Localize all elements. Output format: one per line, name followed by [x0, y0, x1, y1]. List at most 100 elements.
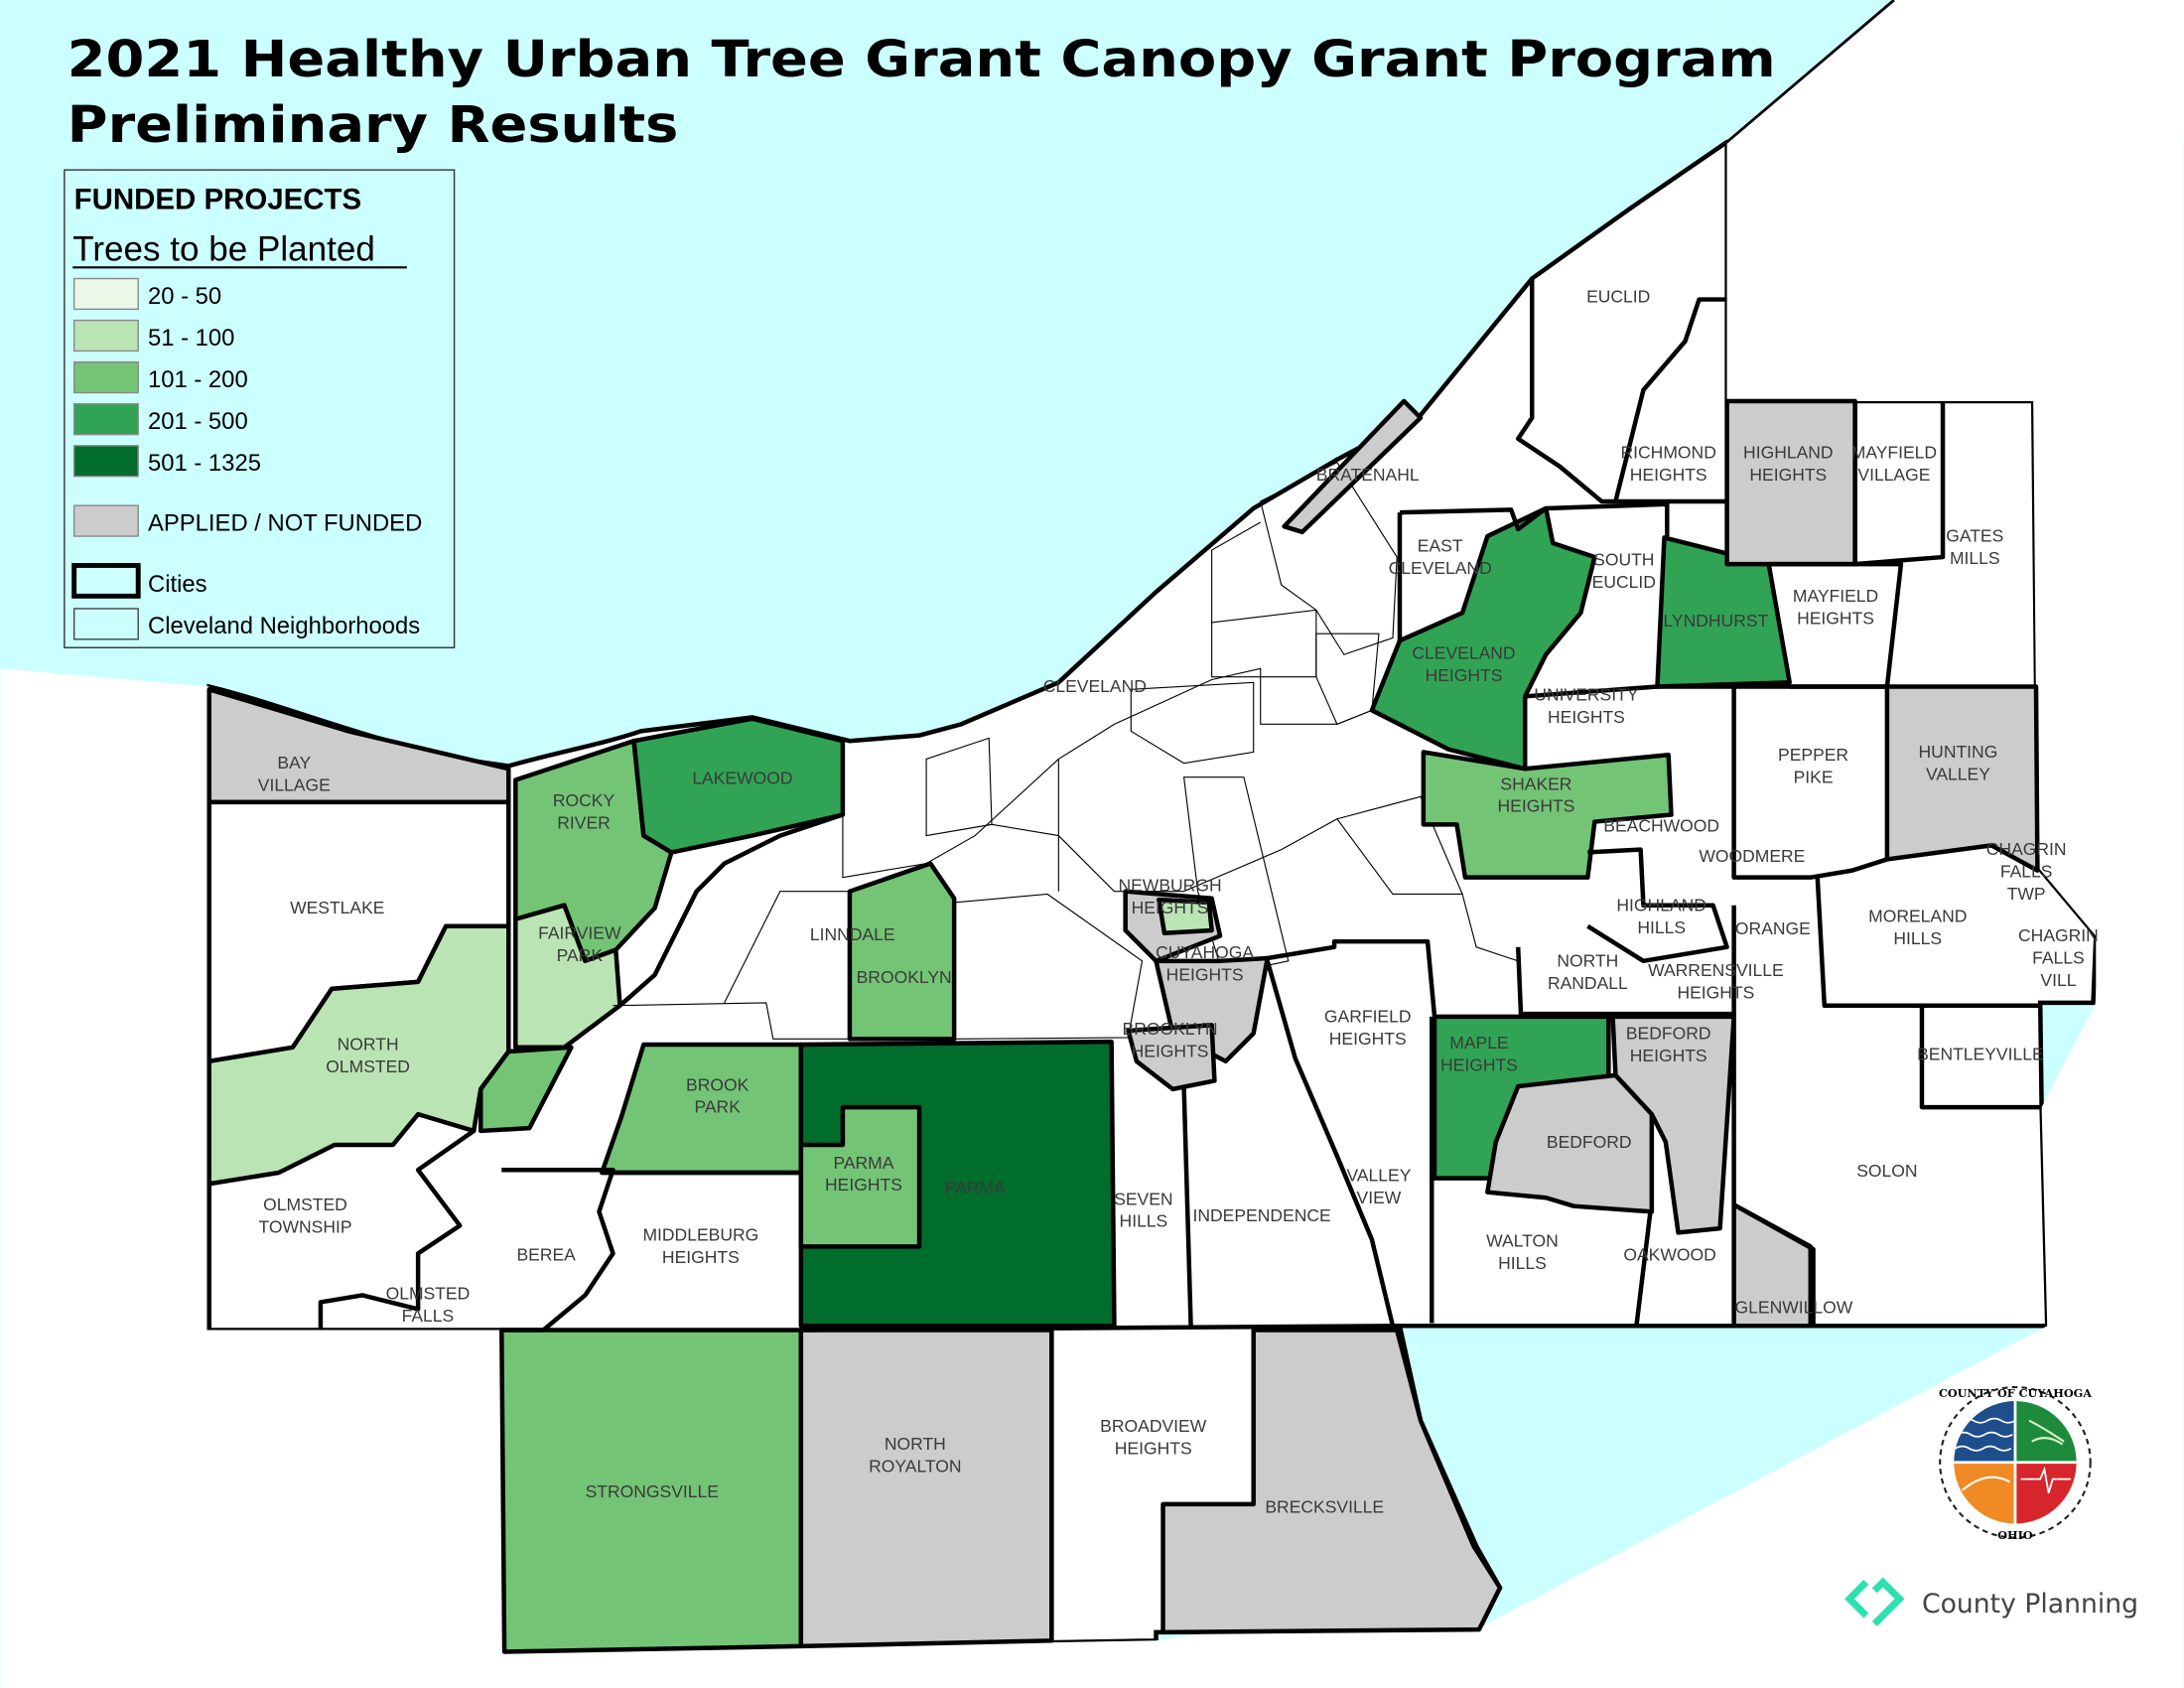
legend-label: Cities — [148, 571, 207, 598]
place-label: VALLEY VIEW — [1346, 1165, 1411, 1206]
place-label: MAYFIELD HEIGHTS — [1793, 586, 1878, 628]
place-label: BRECKSVILLE — [1265, 1496, 1384, 1516]
map-title-line1: 2021 Healthy Urban Tree Grant Canopy Gra… — [68, 30, 1776, 88]
area-parma-heights[interactable] — [798, 1104, 922, 1249]
area-brecksville[interactable] — [1160, 1328, 1503, 1635]
place-label: UNIVERSITY HEIGHTS — [1534, 685, 1638, 727]
place-labels: EUCLID RICHMOND HEIGHTS HIGHLAND HEIGHTS M… — [258, 286, 2099, 1516]
place-label: ROCKY RIVER — [553, 790, 615, 832]
place-label: BRATENAHL — [1316, 465, 1420, 485]
place-label: HIGHLAND HILLS — [1616, 895, 1706, 936]
county-planning-text: County Planning — [1922, 1589, 2138, 1619]
legend-label: 51 - 100 — [148, 325, 234, 352]
area-cleveland-heights[interactable] — [1369, 505, 1597, 772]
legend-swatch-101-200 — [72, 360, 139, 394]
place-label: GATES MILLS — [1946, 526, 2003, 568]
legend-label: 20 - 50 — [148, 283, 221, 310]
legend-label: 201 - 500 — [148, 408, 248, 435]
legend-label: 501 - 1325 — [148, 450, 261, 477]
area-fairview-park[interactable] — [513, 903, 622, 1051]
area-cle-nbhd-51-100-c[interactable] — [1130, 681, 1255, 765]
legend-swatch-501-1325 — [72, 445, 139, 478]
place-label: BEACHWOOD — [1603, 815, 1719, 835]
place-label: BROOKLYN — [857, 967, 952, 987]
place-label: BENTLEYVILLE — [1917, 1044, 2044, 1063]
seal-text-bottom: OHIO — [1997, 1528, 2033, 1542]
place-label: FAIRVIEW PARK — [538, 922, 621, 964]
place-label: BAY VILLAGE — [258, 753, 331, 794]
place-label: HUNTING VALLEY — [1919, 742, 1998, 783]
place-label: GLENWILLOW — [1735, 1298, 1853, 1318]
place-label: BROOKLYN HEIGHTS — [1123, 1019, 1218, 1060]
place-label: WOODMERE — [1699, 846, 1805, 866]
area-brooklyn[interactable] — [847, 861, 957, 1042]
legend-swatch-51-100 — [72, 319, 139, 352]
choropleth — [206, 398, 2040, 1654]
county-seal-logo: COUNTY OF CUYAHOGA OHIO — [1939, 1386, 2092, 1542]
place-label: ORANGE — [1735, 918, 1811, 938]
area-bedford-heights[interactable] — [1610, 1014, 1736, 1235]
place-label: CLEVELAND — [1043, 676, 1147, 696]
place-label: SEVEN HILLS — [1114, 1189, 1172, 1230]
legend-label: APPLIED / NOT FUNDED — [148, 509, 422, 536]
area-bay-village[interactable] — [206, 687, 511, 805]
place-label: PARMA HEIGHTS — [825, 1153, 902, 1195]
legend-swatch-20-50 — [72, 277, 139, 311]
area-hunting-valley[interactable] — [1884, 684, 2040, 873]
place-label: CLEVELAND HEIGHTS — [1412, 642, 1515, 684]
place-label: OLMSTED TOWNSHIP — [258, 1195, 351, 1236]
area-lakewood[interactable] — [631, 716, 846, 855]
place-label: LINNDALE — [810, 924, 895, 944]
area-bratenahl[interactable] — [1282, 398, 1424, 535]
place-label: BEDFORD HEIGHTS — [1626, 1023, 1711, 1064]
place-label: BROOK PARK — [686, 1074, 750, 1116]
place-label: EAST CLEVELAND — [1389, 535, 1492, 577]
place-label: HIGHLAND HEIGHTS — [1743, 442, 1834, 484]
area-brooklyn-heights[interactable] — [1126, 1023, 1217, 1092]
place-label: BEDFORD — [1547, 1132, 1632, 1152]
legend-swatch-201-500 — [72, 403, 139, 436]
place-label: NORTH ROYALTON — [869, 1434, 961, 1476]
county-planning-mark-icon — [1844, 1577, 1905, 1626]
area-shaker-heights[interactable] — [1421, 750, 1674, 880]
place-label: MIDDLEBURG HEIGHTS — [642, 1225, 758, 1267]
area-north-royalton[interactable] — [798, 1328, 1054, 1649]
place-label: LAKEWOOD — [692, 769, 792, 788]
place-label: INDEPENDENCE — [1193, 1205, 1331, 1225]
place-label: NORTH OLMSTED — [326, 1035, 410, 1076]
place-label: PEPPER PIKE — [1778, 745, 1848, 786]
place-label: SOUTH EUCLID — [1592, 549, 1656, 591]
legend-label: 101 - 200 — [148, 366, 248, 393]
county-planning-logo: County Planning — [1844, 1577, 2138, 1626]
legend-heading: FUNDED PROJECTS — [74, 183, 362, 215]
seal-text-top: COUNTY OF CUYAHOGA — [1939, 1386, 2092, 1400]
place-label: EUCLID — [1586, 286, 1650, 306]
place-label: OAKWOOD — [1623, 1244, 1715, 1264]
place-label: NORTH RANDALL — [1548, 950, 1628, 992]
legend-swatch-not-funded — [72, 504, 139, 537]
place-label: LYNDHURST — [1664, 611, 1769, 631]
map-title-line2: Preliminary Results — [68, 95, 679, 154]
place-label: MAPLE HEIGHTS — [1440, 1033, 1518, 1074]
area-newburgh-heights-inner[interactable] — [1157, 897, 1214, 936]
place-label: GARFIELD HEIGHTS — [1324, 1007, 1412, 1049]
area-north-olmsted-strip[interactable] — [478, 1045, 574, 1134]
city-boundaries — [206, 278, 2042, 1641]
place-label: PARMA — [945, 1178, 1006, 1197]
place-label: SOLON — [1856, 1161, 1917, 1181]
place-label: CUYAHOGA HEIGHTS — [1156, 942, 1254, 984]
place-label: SHAKER HEIGHTS — [1498, 774, 1575, 815]
legend-label: Cleveland Neighborhoods — [148, 613, 420, 639]
place-label: MAYFIELD VILLAGE — [1851, 442, 1937, 484]
place-label: MORELAND HILLS — [1868, 907, 1967, 948]
place-label: WALTON HILLS — [1486, 1230, 1559, 1272]
legend-swatch-neighborhoods — [72, 608, 139, 640]
place-label: STRONGSVILLE — [586, 1481, 719, 1501]
place-label: CHAGRIN FALLS VILL — [2018, 925, 2099, 990]
area-cle-nbhd-51-100-d[interactable] — [953, 893, 1144, 1040]
place-label: WARRENSVILLE HEIGHTS — [1648, 960, 1784, 1002]
place-label: BEREA — [516, 1244, 576, 1264]
legend-swatch-cities — [71, 563, 141, 599]
place-label: NEWBURGH HEIGHTS — [1118, 876, 1221, 917]
